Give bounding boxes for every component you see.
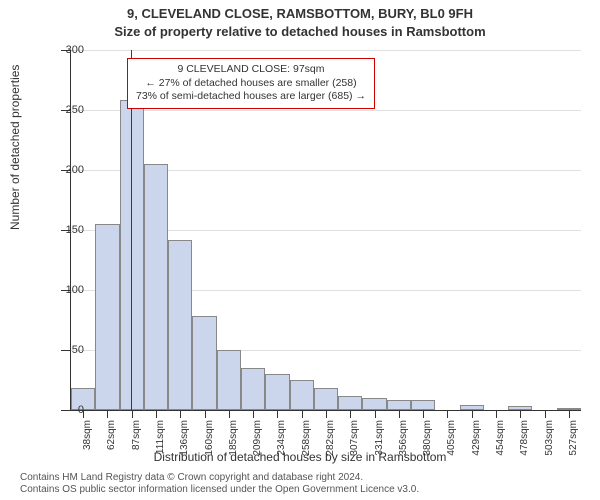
x-tick-label: 307sqm — [349, 420, 360, 470]
x-tick-label: 136sqm — [179, 420, 190, 470]
grid-line — [71, 50, 581, 51]
x-tick-label: 282sqm — [325, 420, 336, 470]
x-tick-label: 331sqm — [374, 420, 385, 470]
page-title-line2: Size of property relative to detached ho… — [0, 24, 600, 39]
x-tick — [326, 410, 327, 418]
x-tick — [520, 410, 521, 418]
x-tick — [229, 410, 230, 418]
histogram-bar — [387, 400, 411, 410]
x-tick — [277, 410, 278, 418]
x-tick — [205, 410, 206, 418]
footer-line2: Contains OS public sector information li… — [20, 484, 419, 496]
y-tick-label: 150 — [44, 224, 84, 236]
histogram-bar — [217, 350, 241, 410]
x-tick — [472, 410, 473, 418]
info-box-line3: 73% of semi-detached houses are larger (… — [136, 90, 366, 104]
chart-plot-area: 9 CLEVELAND CLOSE: 97sqm ← 27% of detach… — [70, 50, 581, 411]
x-tick — [375, 410, 376, 418]
x-tick-label: 527sqm — [568, 420, 579, 470]
x-tick-label: 234sqm — [276, 420, 287, 470]
x-tick-label: 478sqm — [519, 420, 530, 470]
grid-line — [71, 110, 581, 111]
x-tick-label: 62sqm — [106, 420, 117, 470]
x-tick — [156, 410, 157, 418]
histogram-bar — [192, 316, 216, 410]
footer-line1: Contains HM Land Registry data © Crown c… — [20, 472, 419, 484]
histogram-bar — [338, 396, 362, 410]
info-box: 9 CLEVELAND CLOSE: 97sqm ← 27% of detach… — [127, 58, 375, 109]
footer-attribution: Contains HM Land Registry data © Crown c… — [20, 472, 419, 496]
histogram-bar — [290, 380, 314, 410]
y-axis-label: Number of detached properties — [8, 65, 22, 230]
x-tick — [447, 410, 448, 418]
histogram-bar — [168, 240, 192, 410]
x-tick — [132, 410, 133, 418]
x-tick — [180, 410, 181, 418]
x-tick-label: 111sqm — [155, 420, 166, 470]
x-tick-label: 209sqm — [252, 420, 263, 470]
y-tick-label: 300 — [44, 44, 84, 56]
x-tick-label: 503sqm — [544, 420, 555, 470]
x-tick-label: 356sqm — [398, 420, 409, 470]
histogram-bar — [120, 100, 144, 410]
histogram-bar — [241, 368, 265, 410]
histogram-bar — [362, 398, 386, 410]
histogram-bar — [144, 164, 168, 410]
x-tick — [350, 410, 351, 418]
x-tick-label: 454sqm — [495, 420, 506, 470]
histogram-bar — [314, 388, 338, 410]
page-title-line1: 9, CLEVELAND CLOSE, RAMSBOTTOM, BURY, BL… — [0, 6, 600, 21]
x-tick — [496, 410, 497, 418]
y-tick-label: 200 — [44, 164, 84, 176]
y-tick-label: 0 — [44, 404, 84, 416]
x-tick — [569, 410, 570, 418]
x-tick — [302, 410, 303, 418]
x-tick-label: 429sqm — [471, 420, 482, 470]
x-tick-label: 38sqm — [82, 420, 93, 470]
y-tick-label: 50 — [44, 344, 84, 356]
info-box-line1: 9 CLEVELAND CLOSE: 97sqm — [136, 63, 366, 77]
x-tick — [399, 410, 400, 418]
y-tick-label: 100 — [44, 284, 84, 296]
histogram-bar — [95, 224, 119, 410]
info-box-line2: ← 27% of detached houses are smaller (25… — [136, 77, 366, 91]
x-tick-label: 380sqm — [422, 420, 433, 470]
x-tick-label: 405sqm — [446, 420, 457, 470]
x-tick-label: 258sqm — [301, 420, 312, 470]
x-tick-label: 87sqm — [131, 420, 142, 470]
x-tick — [253, 410, 254, 418]
histogram-bar — [265, 374, 289, 410]
histogram-bar — [411, 400, 435, 410]
x-tick — [545, 410, 546, 418]
y-tick-label: 250 — [44, 104, 84, 116]
x-tick-label: 185sqm — [228, 420, 239, 470]
x-tick — [423, 410, 424, 418]
x-tick-label: 160sqm — [204, 420, 215, 470]
x-tick — [107, 410, 108, 418]
